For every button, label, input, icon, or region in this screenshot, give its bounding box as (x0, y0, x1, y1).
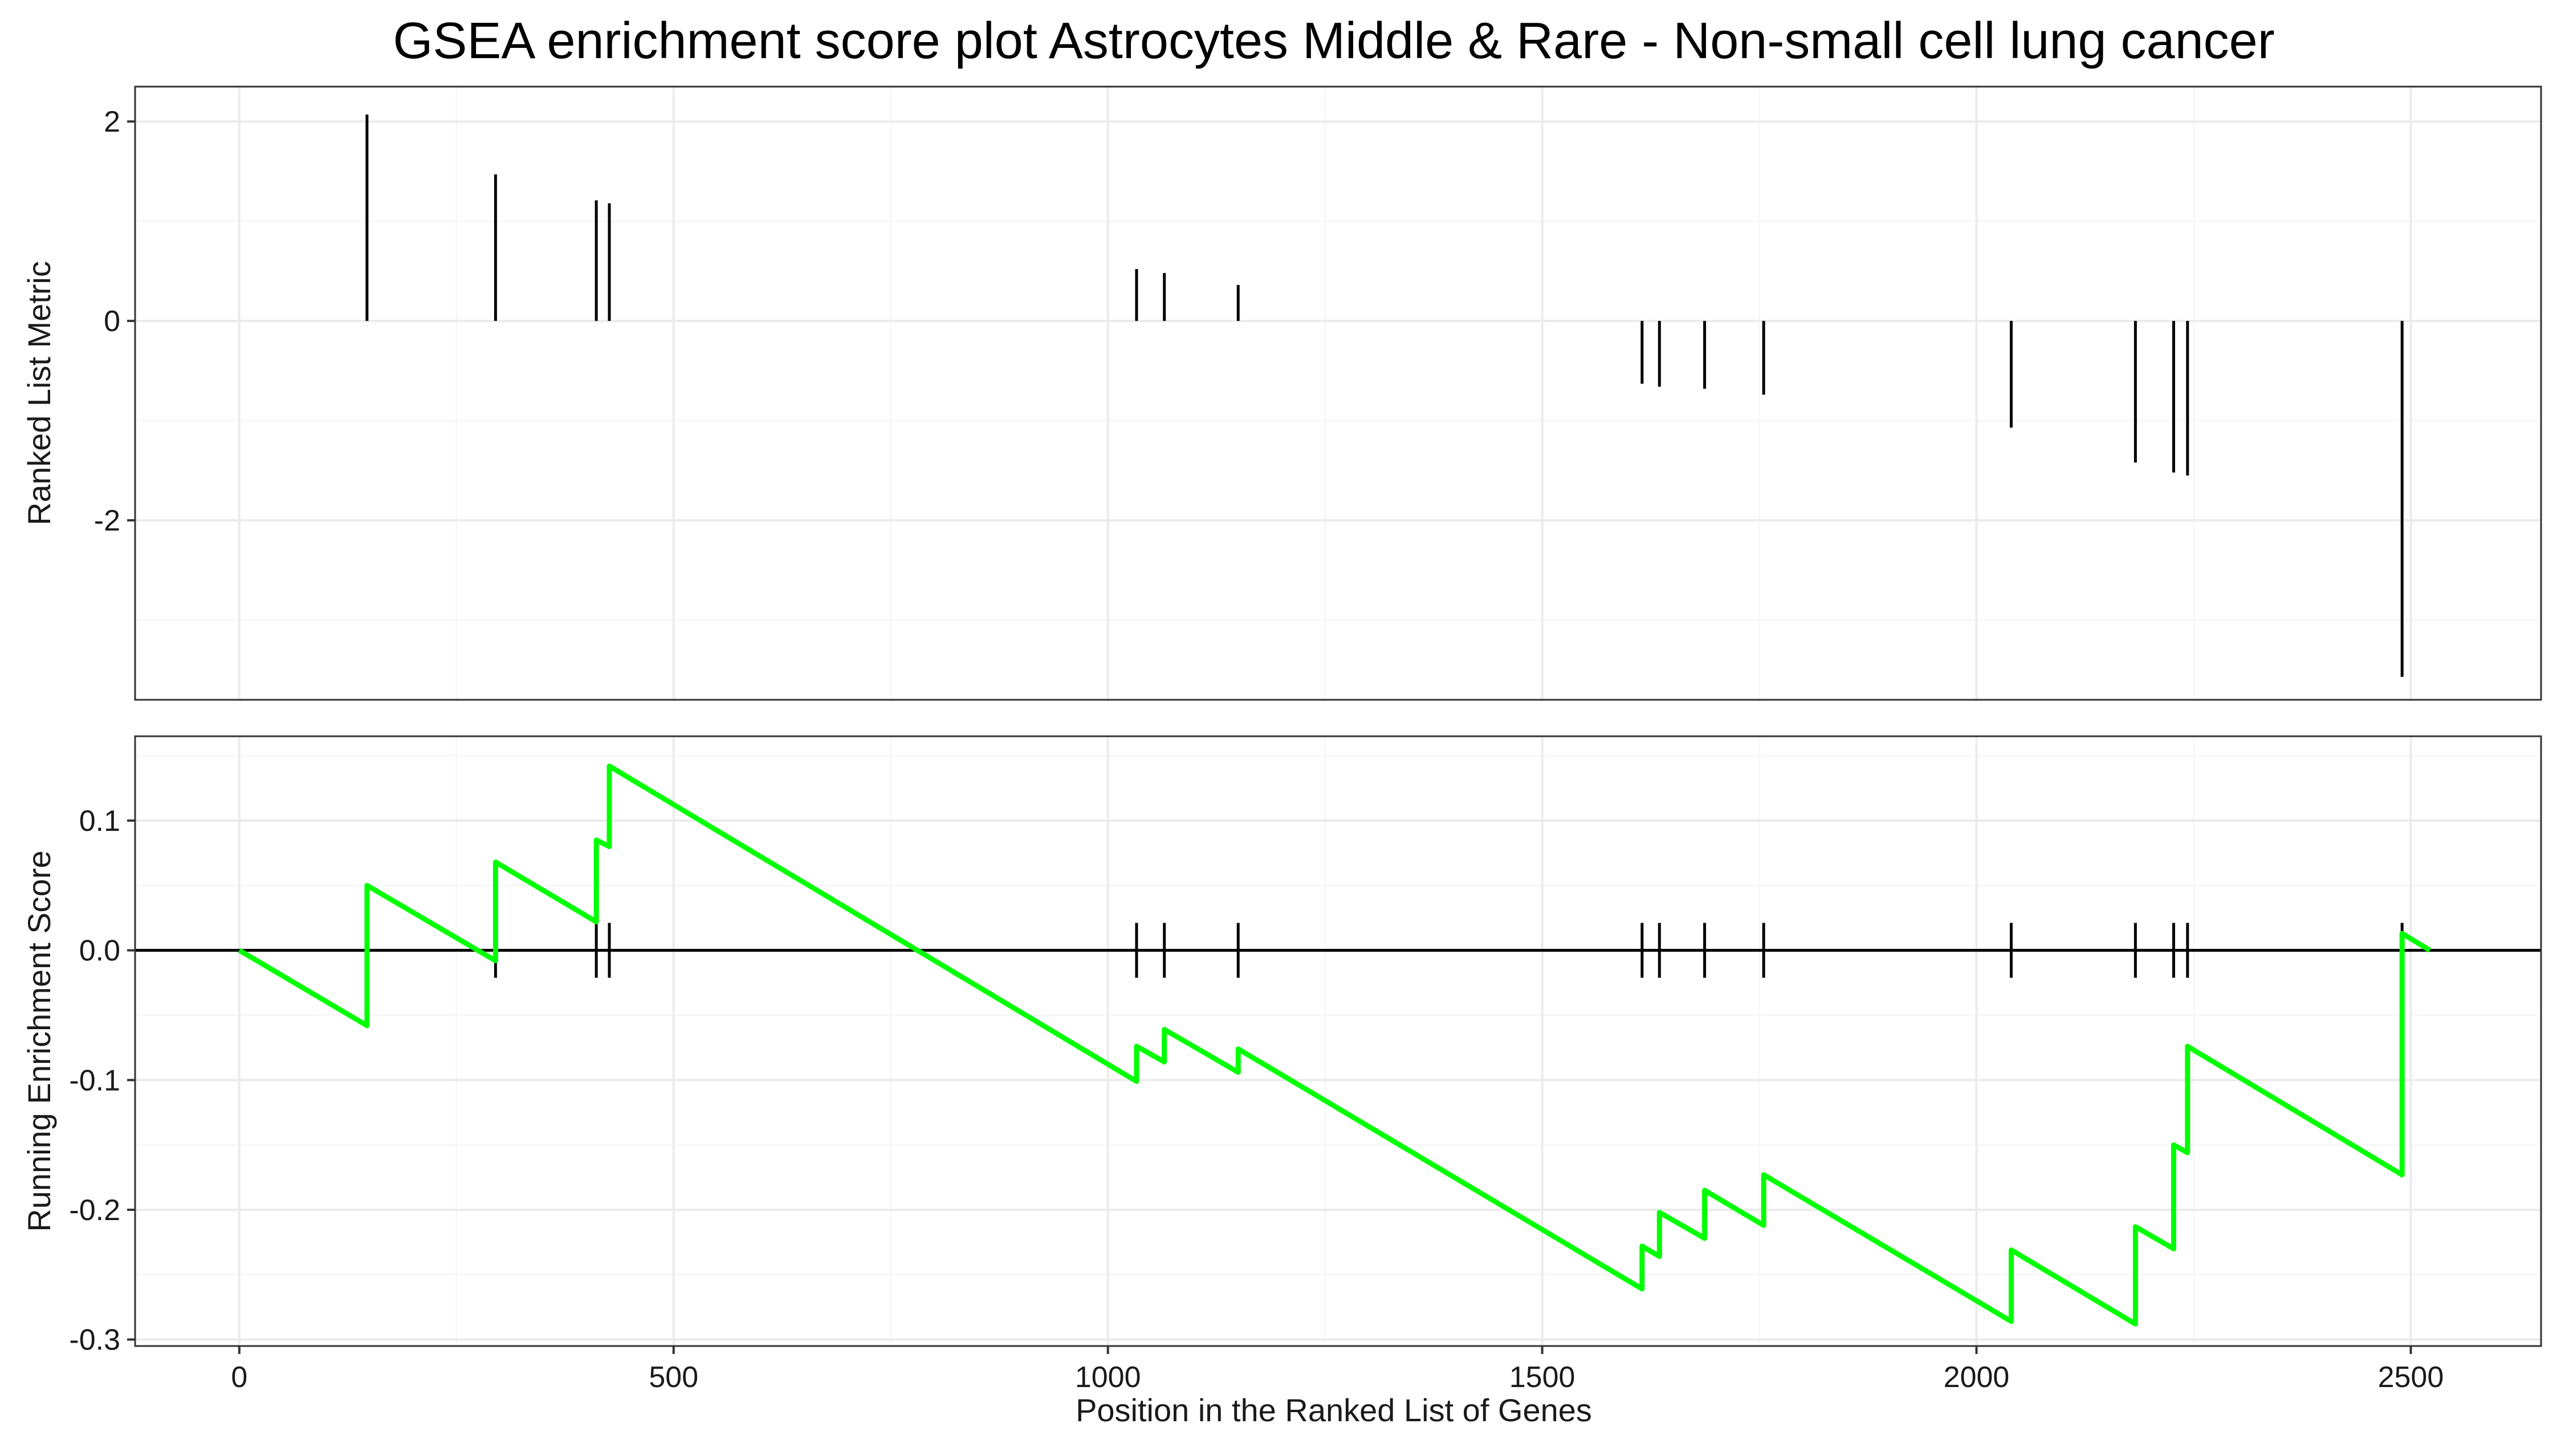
chart-title: GSEA enrichment score plot Astrocytes Mi… (393, 13, 2274, 70)
top-panel-border (134, 85, 2542, 701)
top-y-tick-label: 2 (104, 105, 120, 138)
top-y-tick-label: -2 (94, 504, 120, 537)
bottom-y-tick-label: -0.3 (69, 1324, 120, 1357)
x-tick-label: 2000 (1944, 1361, 2010, 1394)
top-y-tick-label: 0 (104, 305, 120, 338)
x-tick-label: 1000 (1075, 1361, 1141, 1394)
bottom-y-tick-label: 0.0 (79, 935, 120, 968)
bottom-y-tick-label: -0.2 (69, 1194, 120, 1227)
x-tick-label: 500 (649, 1361, 698, 1394)
x-axis-title: Position in the Ranked List of Genes (1076, 1392, 1592, 1428)
x-tick-label: 1500 (1509, 1361, 1575, 1394)
bottom-y-tick-label: -0.1 (69, 1064, 120, 1097)
bottom-y-axis-title: Running Enrichment Score (21, 850, 57, 1231)
x-tick-label: 0 (231, 1361, 247, 1394)
top-y-axis-title: Ranked List Metric (21, 261, 57, 525)
bottom-panel-border (134, 735, 2542, 1347)
x-tick-label: 2500 (2378, 1361, 2444, 1394)
ranked-metric-panel: -2 0 2 (94, 85, 2542, 701)
bottom-y-tick-label: 0.1 (79, 805, 120, 838)
running-es-line (238, 763, 2432, 1327)
running-es-panel: -0.3 -0.2 -0.1 0.0 0.1 0 500 1000 1500 2000 2500 (69, 735, 2542, 1394)
